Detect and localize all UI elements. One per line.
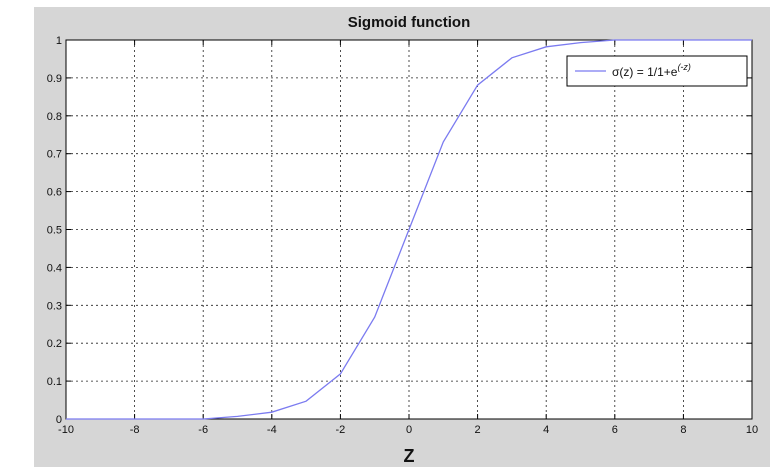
chart-title: Sigmoid function — [348, 14, 470, 31]
x-axis-label: Z — [404, 446, 415, 466]
series-group — [66, 39, 752, 420]
y-tick-label: 0.5 — [47, 225, 62, 237]
axis-ticks: -10 -8 -6 -4 -2 0 2 4 6 8 10 0 0.1 0.2 0.3 0.4 0.5 0.6 0.7… — [47, 35, 758, 436]
x-tick-label: 10 — [746, 424, 758, 436]
x-tick-label: 8 — [680, 424, 686, 436]
x-tick-label: -6 — [198, 424, 208, 436]
x-tick-label: 2 — [475, 424, 481, 436]
x-tick-label: 6 — [612, 424, 618, 436]
legend-label: σ(z) = 1/1+e(-z) — [612, 62, 691, 79]
figure-background: -10 -8 -6 -4 -2 0 2 4 6 8 10 0 0.1 0.2 0.3 0.4 0.5 0.6 0.7… — [34, 7, 770, 467]
legend-label-main: σ(z) = 1/1+e — [612, 65, 678, 79]
x-tick-label: 0 — [406, 424, 412, 436]
y-tick-label: 0.2 — [47, 338, 62, 350]
legend: σ(z) = 1/1+e(-z) — [566, 55, 748, 87]
y-tick-label: 0.8 — [47, 111, 62, 123]
series-line-sigmoid — [66, 39, 752, 420]
x-tick-label: 4 — [543, 424, 549, 436]
y-tick-label: 1 — [56, 35, 62, 47]
legend-label-superscript: (-z) — [677, 62, 691, 72]
y-tick-label: 0 — [56, 414, 62, 426]
x-tick-label: -4 — [267, 424, 277, 436]
y-tick-label: 0.7 — [47, 149, 62, 161]
y-tick-label: 0.4 — [47, 262, 62, 274]
y-tick-label: 0.6 — [47, 187, 62, 199]
y-tick-label: 0.1 — [47, 376, 62, 388]
x-tick-label: -8 — [130, 424, 140, 436]
y-tick-label: 0.3 — [47, 300, 62, 312]
x-tick-label: -2 — [336, 424, 346, 436]
y-tick-label: 0.9 — [47, 73, 62, 85]
x-tick-label: -10 — [58, 424, 74, 436]
sigmoid-chart: -10 -8 -6 -4 -2 0 2 4 6 8 10 0 0.1 0.2 0.3 0.4 0.5 0.6 0.7… — [47, 14, 758, 466]
